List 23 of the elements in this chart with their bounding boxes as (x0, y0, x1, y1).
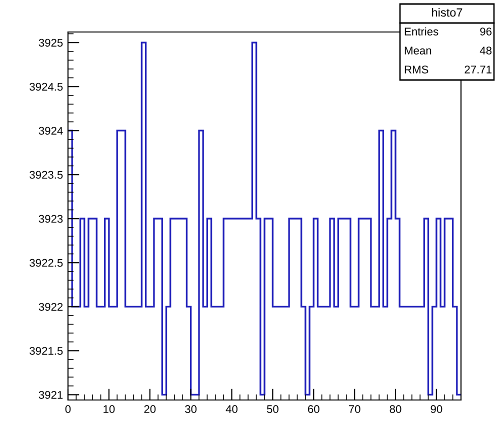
x-tick-label: 70 (348, 405, 360, 414)
x-tick-label: 30 (185, 405, 197, 414)
x-tick-label: 40 (226, 405, 238, 414)
x-tick-label: 80 (390, 405, 402, 414)
text: Entries 96 (404, 27, 492, 36)
y-tick-label: 3922 (38, 302, 63, 311)
text: RMS 27.71 (404, 66, 492, 74)
y-tick-label: 3922.5 (30, 258, 63, 267)
chart-title: histo7 (432, 8, 462, 17)
x-tick-label: 90 (430, 405, 442, 414)
y-tick-label: 3924.5 (30, 82, 63, 91)
y-tick-label: 3921 (38, 390, 63, 399)
x-tick-label: 50 (266, 405, 278, 414)
y-tick-label: 3925 (38, 38, 63, 47)
x-tick-label: 0 (65, 405, 71, 414)
y-tick-label: 3924 (38, 126, 63, 135)
x-tick-label: 20 (144, 405, 156, 414)
text: Mean 48 (404, 46, 492, 54)
x-tick-label: 60 (308, 405, 320, 414)
x-tick-label: 10 (104, 405, 115, 414)
y-tick-label: 3923.5 (30, 170, 63, 179)
y-tick-label: 3923 (38, 214, 63, 223)
y-tick-label: 3921.5 (30, 346, 63, 355)
